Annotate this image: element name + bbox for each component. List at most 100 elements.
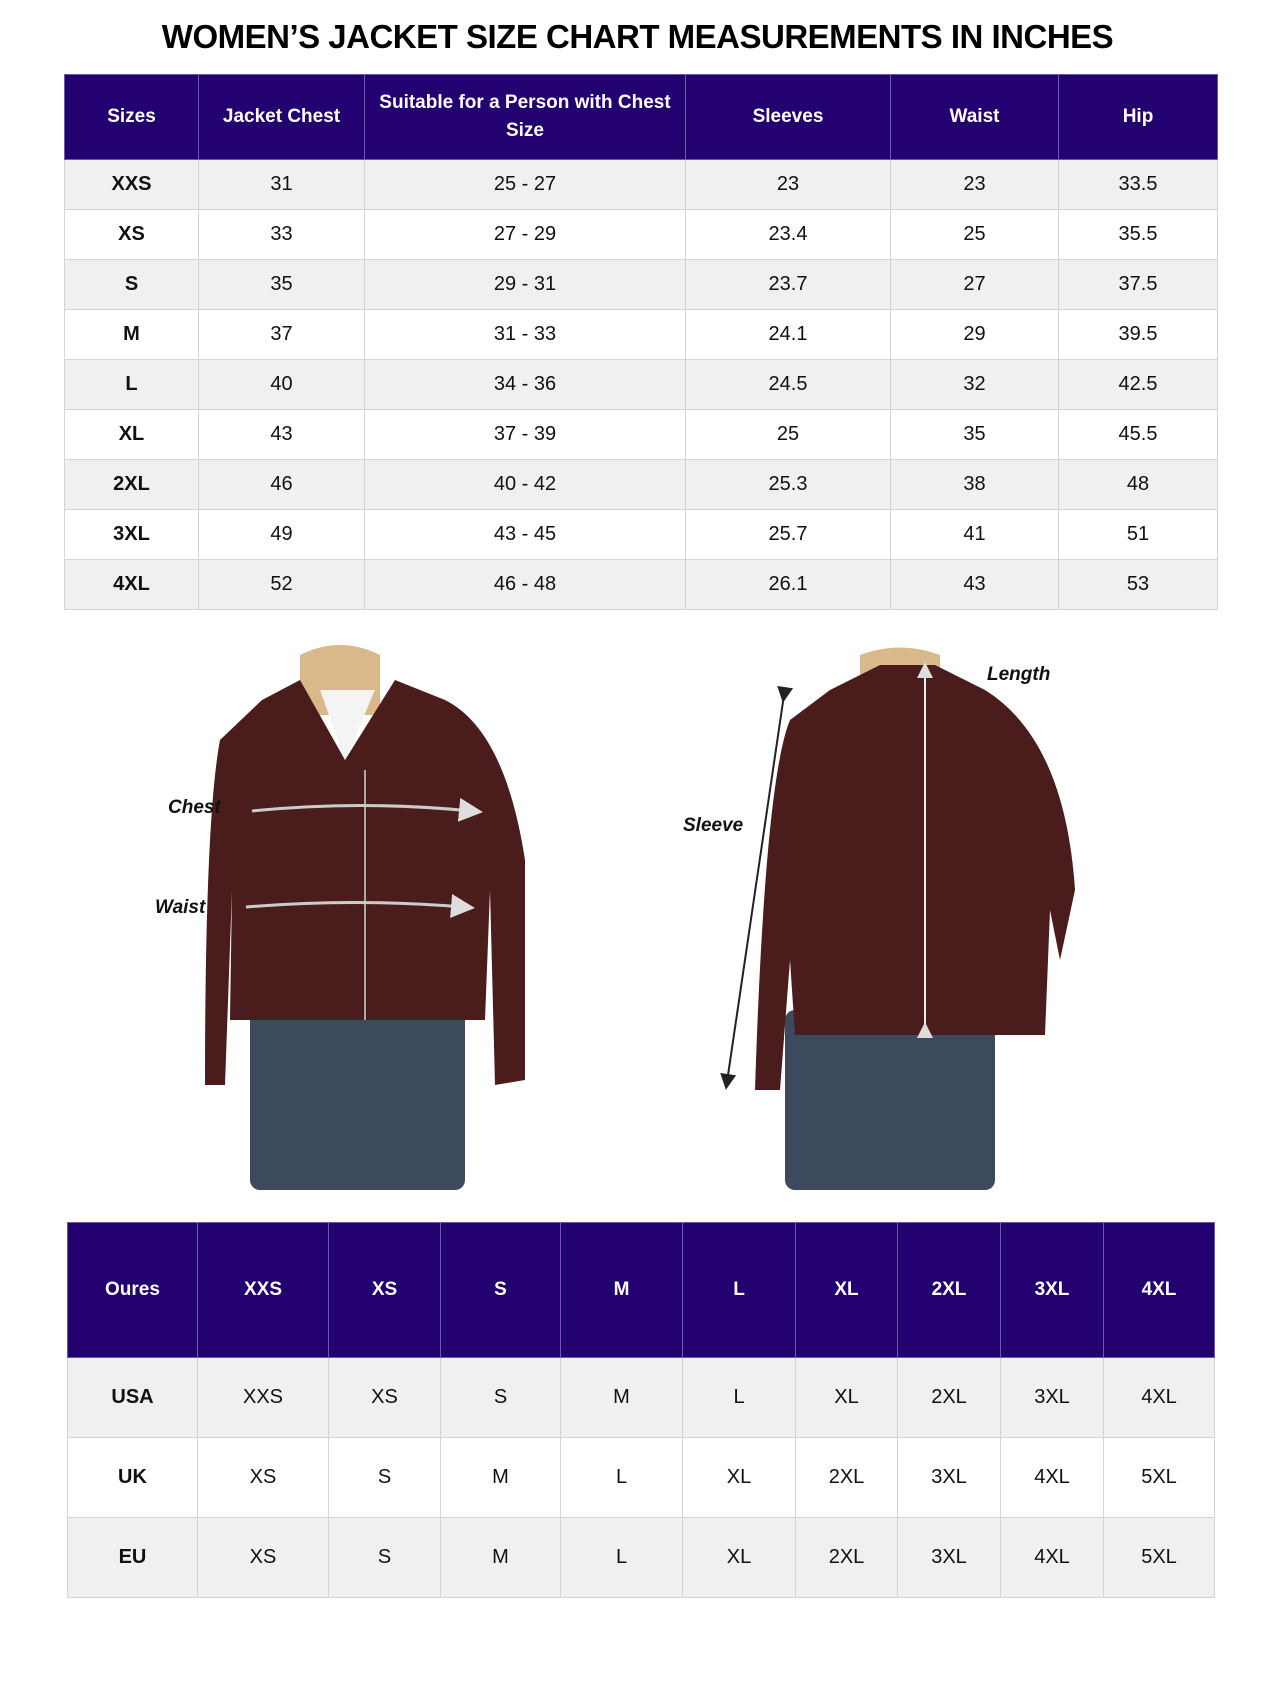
row-label-cell: S <box>64 259 199 310</box>
row-label-cell: XS <box>64 209 199 260</box>
table-row: S 35 29 - 31 23.7 27 37.5 <box>64 259 1218 310</box>
table-cell: 42.5 <box>1058 359 1218 410</box>
table-cell: XL <box>795 1357 898 1438</box>
table-cell: 23 <box>890 159 1059 210</box>
table-cell: 25.7 <box>685 509 891 560</box>
table-cell: 48 <box>1058 459 1218 510</box>
table-cell: 24.1 <box>685 309 891 360</box>
column-header: M <box>560 1222 683 1358</box>
table-cell: 29 <box>890 309 1059 360</box>
table-cell: 4XL <box>1000 1437 1104 1518</box>
measurements-table: Sizes Jacket Chest Suitable for a Person w… <box>64 74 1218 610</box>
row-label-cell: XXS <box>64 159 199 210</box>
column-header: XXS <box>197 1222 329 1358</box>
column-header: Oures <box>67 1222 198 1358</box>
table-row: M 37 31 - 33 24.1 29 39.5 <box>64 309 1218 360</box>
table-cell: 31 <box>198 159 365 210</box>
table-row: USA XXS XS S M L XL 2XL 3XL 4XL <box>67 1357 1215 1438</box>
table-cell: 3XL <box>1000 1357 1104 1438</box>
size-conversion-table: Oures XXS XS S M L XL 2XL 3XL 4XL USA XXS XS S M L XL 2X… <box>67 1222 1215 1598</box>
back-jacket-image <box>720 647 1075 1190</box>
table-row: XS 33 27 - 29 23.4 25 35.5 <box>64 209 1218 260</box>
table-cell: 37 <box>198 309 365 360</box>
jacket-images <box>205 645 1075 1190</box>
length-label: Length <box>987 664 1051 685</box>
table-cell: 37 - 39 <box>364 409 686 460</box>
table-cell: 43 <box>198 409 365 460</box>
table-cell: 31 - 33 <box>364 309 686 360</box>
page-title: WOMEN’S JACKET SIZE CHART MEASUREMENTS I… <box>161 18 1114 55</box>
table-cell: 2XL <box>795 1437 898 1518</box>
front-jacket-image <box>205 645 525 1190</box>
table-cell: XL <box>682 1517 796 1598</box>
column-header: Hip <box>1058 74 1218 160</box>
row-label-cell: 4XL <box>64 559 199 610</box>
column-header: S <box>440 1222 561 1358</box>
table-cell: 26.1 <box>685 559 891 610</box>
table-cell: 23 <box>685 159 891 210</box>
column-header: XS <box>328 1222 441 1358</box>
table-cell: 46 - 48 <box>364 559 686 610</box>
table-cell: XL <box>682 1437 796 1518</box>
table-cell: 3XL <box>897 1437 1001 1518</box>
table-cell: 39.5 <box>1058 309 1218 360</box>
table-cell: 35.5 <box>1058 209 1218 260</box>
column-header: Jacket Chest <box>198 74 365 160</box>
table-cell: 35 <box>890 409 1059 460</box>
table-row: 4XL 52 46 - 48 26.1 43 53 <box>64 559 1218 610</box>
table-cell: 34 - 36 <box>364 359 686 410</box>
column-header: Sleeves <box>685 74 891 160</box>
row-label-cell: 2XL <box>64 459 199 510</box>
table-cell: 5XL <box>1103 1517 1215 1598</box>
table-cell: 37.5 <box>1058 259 1218 310</box>
table-cell: L <box>560 1437 683 1518</box>
table-cell: S <box>328 1437 441 1518</box>
column-header: Suitable for a Person with Chest Size <box>364 74 686 160</box>
table-row: L 40 34 - 36 24.5 32 42.5 <box>64 359 1218 410</box>
column-header: Waist <box>890 74 1059 160</box>
table-row: XXS 31 25 - 27 23 23 33.5 <box>64 159 1218 210</box>
conversion-header-row: Oures XXS XS S M L XL 2XL 3XL 4XL <box>67 1222 1215 1358</box>
table-row: XL 43 37 - 39 25 35 45.5 <box>64 409 1218 460</box>
table-cell: L <box>560 1517 683 1598</box>
table-cell: 49 <box>198 509 365 560</box>
row-label-cell: UK <box>67 1437 198 1518</box>
table-cell: 35 <box>198 259 365 310</box>
table-cell: 46 <box>198 459 365 510</box>
table-cell: 27 - 29 <box>364 209 686 260</box>
table-cell: M <box>440 1437 561 1518</box>
table-cell: 2XL <box>897 1357 1001 1438</box>
table-cell: M <box>440 1517 561 1598</box>
table-cell: M <box>560 1357 683 1438</box>
column-header: 3XL <box>1000 1222 1104 1358</box>
waist-label: Waist <box>155 897 206 918</box>
table-cell: 45.5 <box>1058 409 1218 460</box>
table-cell: XS <box>197 1517 329 1598</box>
table-cell: S <box>328 1517 441 1598</box>
row-label-cell: USA <box>67 1357 198 1438</box>
table-cell: 32 <box>890 359 1059 410</box>
table-cell: 53 <box>1058 559 1218 610</box>
column-header: Sizes <box>64 74 199 160</box>
table-row: 2XL 46 40 - 42 25.3 38 48 <box>64 459 1218 510</box>
table-cell: 4XL <box>1000 1517 1104 1598</box>
table-row: EU XS S M L XL 2XL 3XL 4XL 5XL <box>67 1517 1215 1598</box>
table-cell: 33 <box>198 209 365 260</box>
sleeve-label: Sleeve <box>683 815 744 836</box>
table-cell: 33.5 <box>1058 159 1218 210</box>
table-cell: 38 <box>890 459 1059 510</box>
column-header: 4XL <box>1103 1222 1215 1358</box>
table-cell: L <box>682 1357 796 1438</box>
table-cell: 23.4 <box>685 209 891 260</box>
table-cell: 5XL <box>1103 1437 1215 1518</box>
measurements-header-row: Sizes Jacket Chest Suitable for a Person w… <box>64 74 1218 160</box>
column-header: L <box>682 1222 796 1358</box>
table-cell: 4XL <box>1103 1357 1215 1438</box>
table-cell: 40 - 42 <box>364 459 686 510</box>
table-cell: 43 - 45 <box>364 509 686 560</box>
table-row: 3XL 49 43 - 45 25.7 41 51 <box>64 509 1218 560</box>
row-label-cell: XL <box>64 409 199 460</box>
table-cell: 51 <box>1058 509 1218 560</box>
table-cell: XS <box>328 1357 441 1438</box>
table-cell: XS <box>197 1437 329 1518</box>
